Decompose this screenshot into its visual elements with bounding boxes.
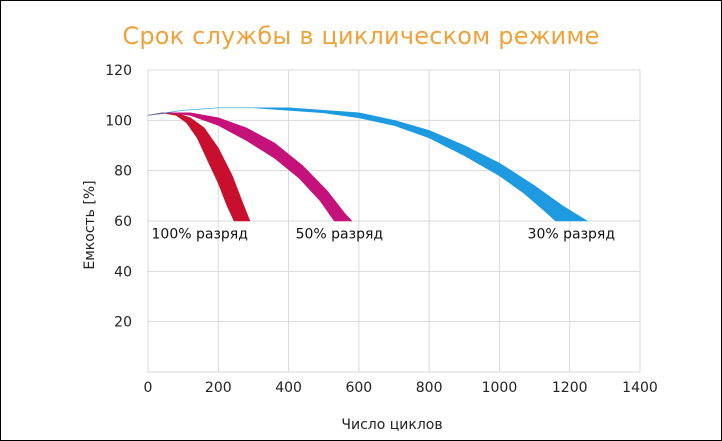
series-label-2: 30% разряд bbox=[528, 227, 615, 243]
y-tick-label: 100 bbox=[105, 113, 132, 129]
y-tick-label: 20 bbox=[114, 315, 132, 331]
chart-title: Срок службы в циклическом режиме bbox=[122, 22, 600, 50]
x-tick-label: 400 bbox=[275, 380, 302, 396]
x-axis-label: Число циклов bbox=[341, 417, 442, 433]
x-tick-label: 200 bbox=[205, 380, 232, 396]
series-label-1: 50% разряд bbox=[296, 227, 383, 243]
y-tick-label: 40 bbox=[114, 264, 132, 280]
series-band-2 bbox=[147, 107, 588, 222]
x-tick-label: 1200 bbox=[552, 380, 588, 396]
series-band-1 bbox=[147, 112, 353, 222]
x-tick-label: 800 bbox=[416, 380, 443, 396]
y-tick-label: 60 bbox=[114, 214, 132, 230]
x-tick-label: 0 bbox=[144, 380, 153, 396]
series-layer bbox=[147, 107, 588, 222]
y-tick-label: 120 bbox=[105, 63, 132, 79]
y-axis-label: Емкость [%] bbox=[82, 180, 98, 269]
y-tick-label: 80 bbox=[114, 164, 132, 180]
series-band-0 bbox=[147, 112, 251, 222]
x-tick-label: 1000 bbox=[482, 380, 518, 396]
tick-labels: 0 200 400 600 800 1000 1200 1400 20 40 60 80 100 120 bbox=[105, 63, 658, 396]
x-tick-label: 1400 bbox=[622, 380, 658, 396]
x-tick-label: 600 bbox=[345, 380, 372, 396]
series-labels: 100% разряд 50% разряд 30% разряд bbox=[152, 227, 615, 243]
series-label-0: 100% разряд bbox=[152, 227, 248, 243]
